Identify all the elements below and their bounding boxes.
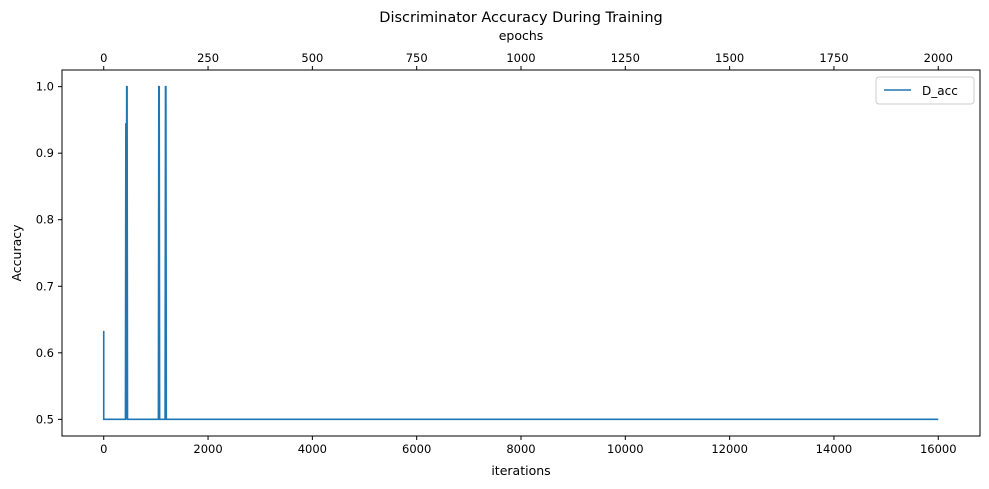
- y-tick-label: 0.5: [36, 412, 54, 426]
- top-x-tick-label: 500: [301, 51, 323, 65]
- top-x-axis-label: epochs: [499, 28, 544, 43]
- series-line-d-acc: [102, 85, 939, 421]
- top-x-tick-label: 750: [406, 51, 428, 65]
- legend: D_acc: [875, 76, 975, 105]
- x-tick-label: 10000: [607, 442, 644, 456]
- x-tick-label: 0: [100, 442, 107, 456]
- x-axis-label: iterations: [491, 463, 550, 478]
- top-x-tick-label: 0: [100, 51, 107, 65]
- series-layer: [102, 85, 939, 421]
- x-tick-label: 2000: [193, 442, 222, 456]
- x-tick-label: 4000: [298, 442, 327, 456]
- x-tick-label: 16000: [920, 442, 957, 456]
- y-tick-label: 0.8: [36, 213, 54, 227]
- plot-frame: [61, 69, 981, 437]
- top-x-tick-label: 2000: [924, 51, 953, 65]
- ticks-layer: 0 2000 4000 6000 8000 10000 12000 14000 16000 0 25…: [36, 51, 957, 456]
- top-x-tick-label: 1250: [611, 51, 640, 65]
- x-tick-label: 14000: [816, 442, 853, 456]
- x-tick-label: 8000: [506, 442, 535, 456]
- y-axis-label: Accuracy: [9, 224, 24, 282]
- chart-title: Discriminator Accuracy During Training: [379, 10, 662, 26]
- y-tick-label: 0.7: [36, 279, 54, 293]
- top-x-tick-label: 1750: [819, 51, 848, 65]
- x-tick-label: 12000: [711, 442, 748, 456]
- legend-box: [875, 76, 975, 105]
- top-x-tick-label: 1500: [715, 51, 744, 65]
- y-tick-label: 1.0: [36, 80, 54, 94]
- y-tick-label: 0.9: [36, 146, 54, 160]
- top-x-tick-label: 1000: [506, 51, 535, 65]
- y-tick-label: 0.6: [36, 346, 54, 360]
- legend-label: D_acc: [922, 84, 958, 98]
- x-tick-label: 6000: [402, 442, 431, 456]
- top-x-tick-label: 250: [197, 51, 219, 65]
